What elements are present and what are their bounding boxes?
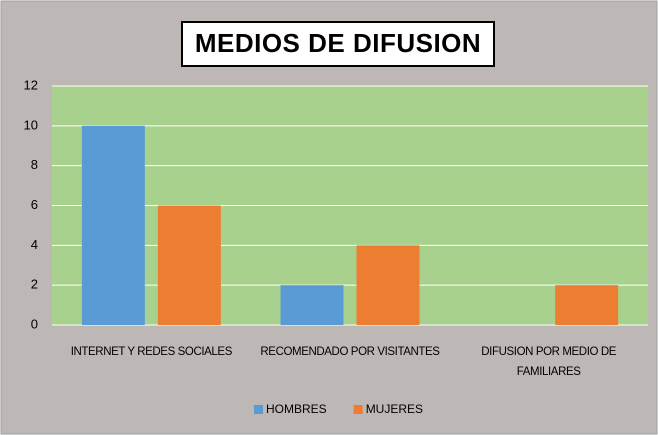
y-tick-label: 4 bbox=[31, 237, 38, 252]
x-tick-label: RECOMENDADO POR VISITANTES bbox=[260, 346, 440, 358]
legend-swatch bbox=[254, 405, 263, 414]
x-tick-label-box: DIFUSION POR MEDIO DE FAMILIARES bbox=[481, 346, 617, 378]
x-tick-label-box: INTERNET Y REDES SOCIALES bbox=[70, 346, 233, 358]
bar bbox=[81, 125, 145, 325]
x-tick-label: INTERNET Y REDES SOCIALES bbox=[70, 346, 233, 358]
bar bbox=[356, 245, 420, 325]
legend-label: HOMBRES bbox=[266, 402, 327, 416]
title-box bbox=[181, 21, 495, 67]
chart-title: MEDIOS DE DIFUSION bbox=[195, 28, 481, 58]
x-tick-label-box: RECOMENDADO POR VISITANTES bbox=[260, 346, 440, 358]
y-tick-label: 6 bbox=[31, 197, 38, 212]
y-tick-label: 2 bbox=[31, 277, 38, 292]
y-tick-label: 0 bbox=[31, 316, 38, 331]
y-tick-label: 12 bbox=[24, 77, 38, 92]
y-tick-label: 10 bbox=[24, 117, 38, 132]
bar bbox=[157, 205, 221, 325]
y-tick-label: 8 bbox=[31, 157, 38, 172]
x-tick-label: DIFUSION POR MEDIO DE FAMILIARES bbox=[481, 346, 617, 378]
bar bbox=[555, 285, 619, 325]
bar bbox=[280, 285, 344, 325]
legend-swatch bbox=[353, 405, 363, 414]
legend-label: MUJERES bbox=[366, 402, 423, 416]
